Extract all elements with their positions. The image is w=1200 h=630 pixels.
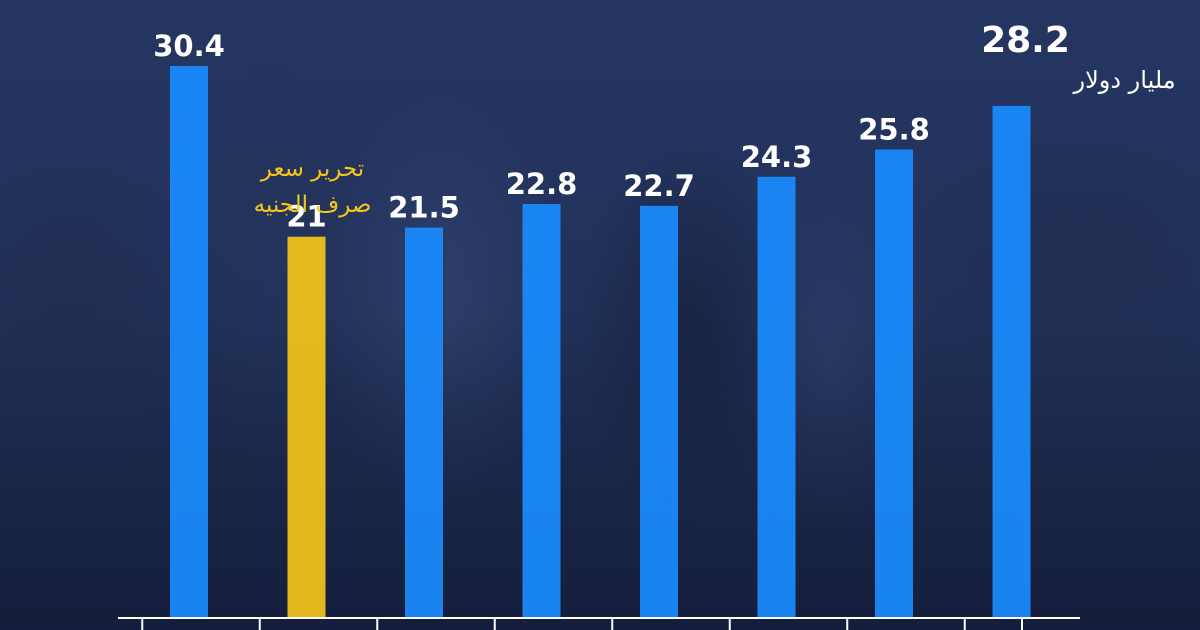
- x-axis: [118, 617, 1080, 630]
- bar-value-label: 22.8: [506, 167, 578, 201]
- bar: [875, 149, 913, 619]
- annotation-group: تحرير سعر صرف الجنيه: [254, 156, 372, 218]
- annotation-line: تحرير سعر: [260, 156, 364, 182]
- annotation-line: صرف الجنيه: [254, 192, 372, 218]
- bar: [992, 105, 1031, 618]
- bar-value-label: 30.4: [153, 29, 225, 63]
- bar: [522, 204, 561, 618]
- bar-highlight: [287, 236, 326, 618]
- bar-value-label: 24.3: [741, 140, 813, 174]
- bar: [405, 227, 443, 618]
- bar-value-label: 25.8: [858, 113, 930, 147]
- bar-value-label: 21.5: [388, 191, 460, 225]
- unit-label: مليار دولار: [1073, 66, 1176, 94]
- value-labels-group: 30.4 21 21.5 22.8 22.7 24.3 25.8 28.2: [153, 20, 1070, 234]
- bars-group: [170, 66, 1031, 619]
- bar-value-label: 22.7: [623, 169, 695, 203]
- bar-value-label: 21: [286, 200, 326, 234]
- bar: [170, 66, 208, 618]
- bar-value-label: 28.2: [981, 20, 1070, 61]
- bar: [640, 205, 678, 618]
- bar: [757, 176, 796, 618]
